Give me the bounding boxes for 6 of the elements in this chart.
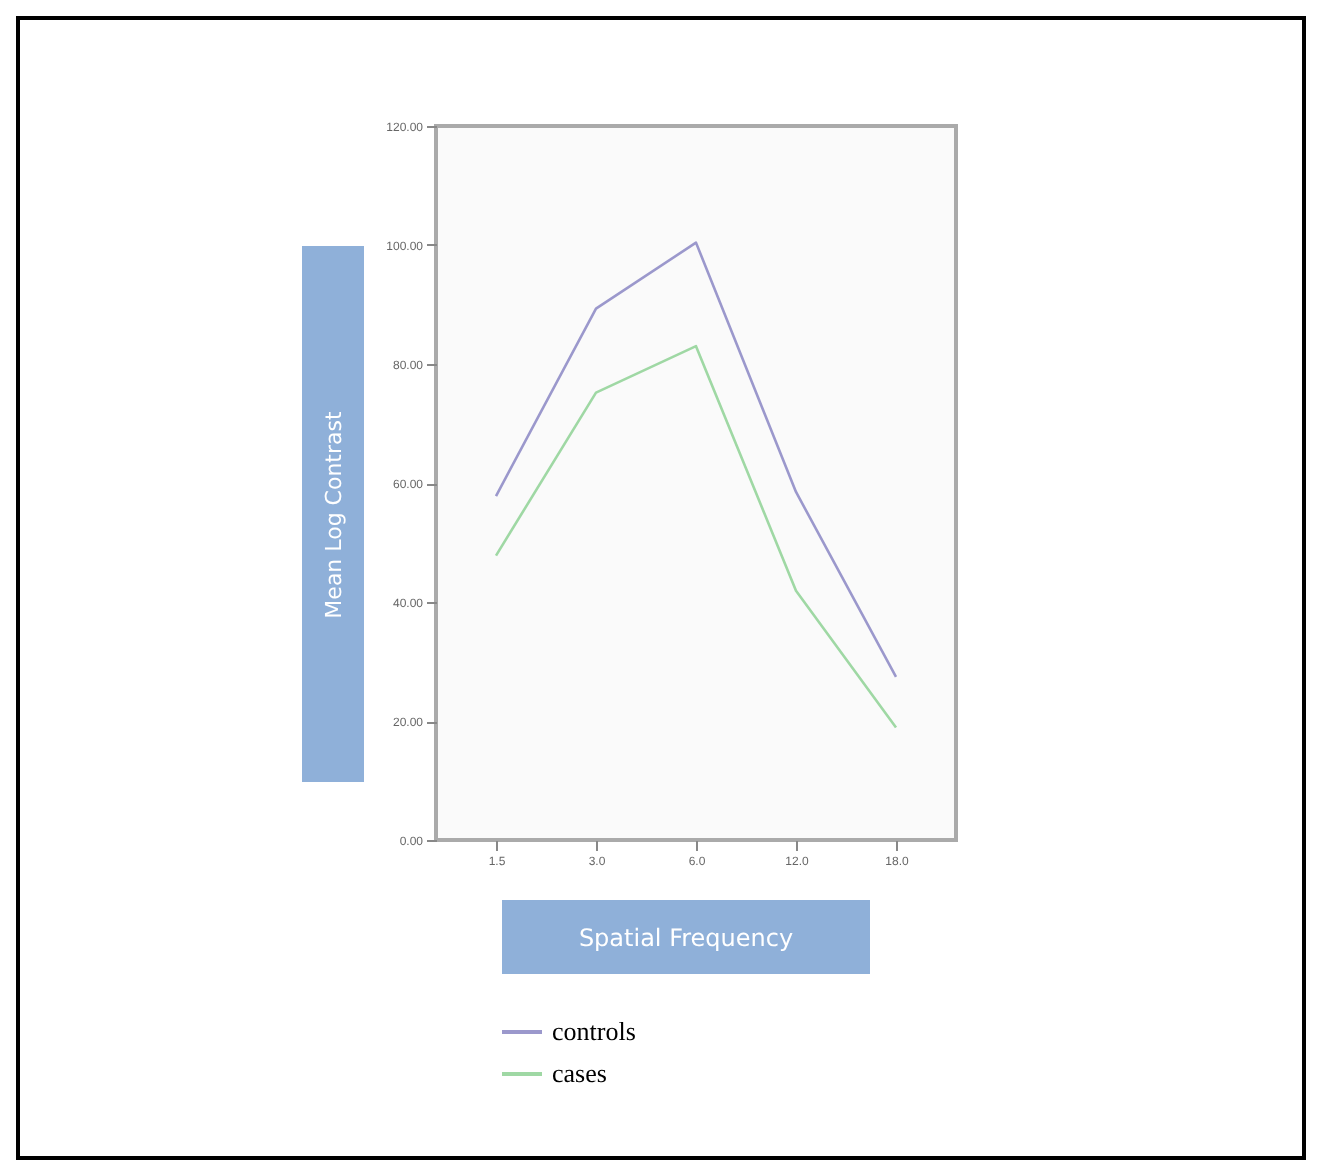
line-series xyxy=(494,241,898,679)
legend-label: cases xyxy=(552,1058,607,1088)
legend-label: controls xyxy=(552,1016,636,1046)
line-series xyxy=(494,344,898,729)
x-axis-title: Spatial Frequency xyxy=(578,923,794,951)
y-axis-title: Mean Log Contrast xyxy=(320,410,346,618)
